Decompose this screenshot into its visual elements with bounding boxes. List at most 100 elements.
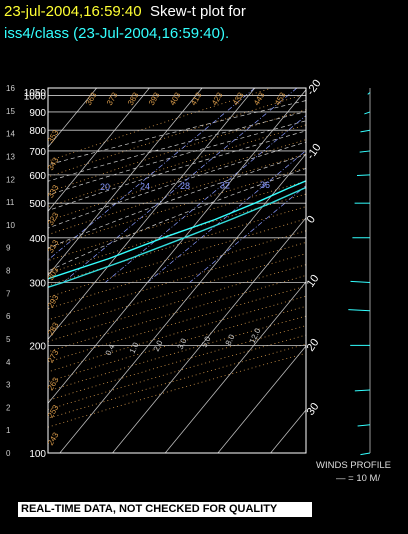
height-tick-label: 3 [6, 381, 11, 390]
wind-barb [367, 92, 371, 95]
dry-adiabat [48, 343, 306, 419]
height-tick-label: 4 [6, 358, 11, 367]
dry-adiabat-label: 453 [273, 90, 288, 107]
moist-adiabat-label: 3.0 [176, 336, 189, 350]
pressure-tick-label: 300 [29, 278, 46, 289]
height-tick-label: 15 [6, 107, 15, 116]
temperature-tick-label: 20 [305, 337, 322, 354]
dry-adiabat [48, 305, 306, 383]
height-tick-label: 8 [6, 267, 11, 276]
dry-adiabat-label: 413 [189, 90, 204, 107]
moist-adiabat [48, 111, 306, 182]
dry-adiabat [48, 275, 306, 353]
dry-adiabat [48, 153, 306, 236]
isotherm [59, 153, 306, 453]
mixing-ratio-line [62, 88, 298, 283]
mixing-ratio-label: 36 [260, 180, 270, 190]
height-tick-label: 12 [6, 175, 15, 184]
pressure-tick-label: 800 [29, 126, 46, 137]
moist-adiabat [48, 130, 306, 211]
dewpoint-trace [48, 180, 306, 280]
height-tick-label: 2 [6, 403, 11, 412]
mixing-ratio-line [48, 88, 256, 261]
wind-barb [360, 129, 371, 133]
moist-adiabat-label: 0.4 [104, 342, 117, 356]
wind-barb [359, 150, 371, 153]
moist-adiabat [48, 154, 306, 249]
height-tick-label: 16 [6, 84, 15, 93]
dry-adiabat [48, 241, 306, 321]
isotherm [48, 89, 306, 404]
pressure-tick-label: 700 [29, 147, 46, 158]
wind-barb [348, 309, 371, 312]
dry-adiabat [48, 325, 306, 401]
height-tick-label: 14 [6, 130, 15, 139]
dry-adiabat [48, 180, 306, 262]
mixing-ratio-line [147, 150, 306, 283]
pressure-tick-label: 1000 [24, 92, 47, 103]
winds-profile-label: WINDS PROFILE [316, 460, 391, 471]
dry-adiabat-label: 423 [210, 90, 225, 107]
moist-adiabat [48, 100, 306, 166]
quality-warning-banner: REAL-TIME DATA, NOT CHECKED FOR QUALITY [18, 502, 312, 517]
height-tick-label: 5 [6, 335, 11, 344]
pressure-tick-label: 100 [29, 449, 46, 460]
height-tick-label: 9 [6, 244, 11, 253]
height-tick-label: 7 [6, 289, 11, 298]
dry-adiabat [48, 264, 306, 342]
dry-adiabat [48, 218, 306, 298]
isotherm [323, 88, 408, 453]
mixing-ratio-label: 28 [180, 181, 190, 191]
dry-adiabat-label: 443 [252, 90, 267, 107]
dry-adiabat [48, 88, 273, 162]
mixing-ratio-label: 24 [140, 182, 150, 192]
dry-adiabat [48, 124, 306, 208]
dry-adiabat [48, 206, 306, 286]
pressure-tick-label: 400 [29, 234, 46, 245]
winds-scale-label: — = 10 M/ [336, 473, 381, 484]
height-tick-label: 13 [6, 152, 15, 161]
moist-adiabat-label: 8.0 [224, 332, 237, 346]
moist-adiabat [48, 120, 306, 196]
pressure-tick-label: 900 [29, 108, 46, 119]
pressure-tick-label: 600 [29, 171, 46, 182]
chart-title: 23-jul-2004,16:59:40 Skew-t plot for [4, 3, 246, 20]
title-label: Skew-t plot for [149, 3, 246, 20]
wind-barb [357, 424, 371, 427]
height-tick-label: 6 [6, 312, 11, 321]
isotherm [48, 88, 203, 276]
dry-adiabat [48, 253, 306, 332]
wind-barb [364, 111, 371, 115]
temperature-tick-label: 30 [305, 401, 322, 418]
moist-adiabat-label: 1.0 [128, 340, 141, 354]
title-timestamp: 23-jul-2004,16:59:40 [4, 3, 142, 20]
dry-adiabat [48, 334, 306, 410]
grid-lines [48, 88, 408, 453]
sounding-traces [48, 180, 306, 289]
height-tick-label: 10 [6, 221, 15, 230]
plot-border [47, 87, 307, 454]
mixing-ratio-label: 32 [220, 181, 230, 191]
wind-barb [360, 452, 371, 456]
isotherm [270, 409, 306, 453]
mixing-ratio-line [105, 115, 306, 283]
moist-adiabat [48, 168, 306, 272]
winds-profile [348, 88, 371, 456]
dry-adiabat [48, 193, 306, 274]
dry-adiabat-label: 393 [147, 90, 162, 107]
axis-labels: 1002003004005006007008009001000105001234… [6, 78, 324, 460]
wind-barb [354, 389, 371, 392]
moist-adiabat-label: 2.0 [152, 338, 165, 352]
isotherm [217, 345, 306, 453]
dry-adiabat [48, 109, 306, 193]
temperature-trace [48, 186, 306, 289]
pressure-tick-label: 1050 [24, 88, 47, 99]
dry-adiabat [48, 352, 306, 428]
mixing-ratio-line [189, 185, 306, 283]
moist-adiabat-label: 5.0 [200, 334, 213, 348]
height-tick-label: 1 [6, 426, 11, 435]
wind-barb [356, 174, 371, 177]
height-tick-label: 0 [6, 449, 11, 458]
dry-adiabat-label: 433 [231, 90, 246, 107]
dry-adiabat-label: 363 [84, 90, 99, 107]
